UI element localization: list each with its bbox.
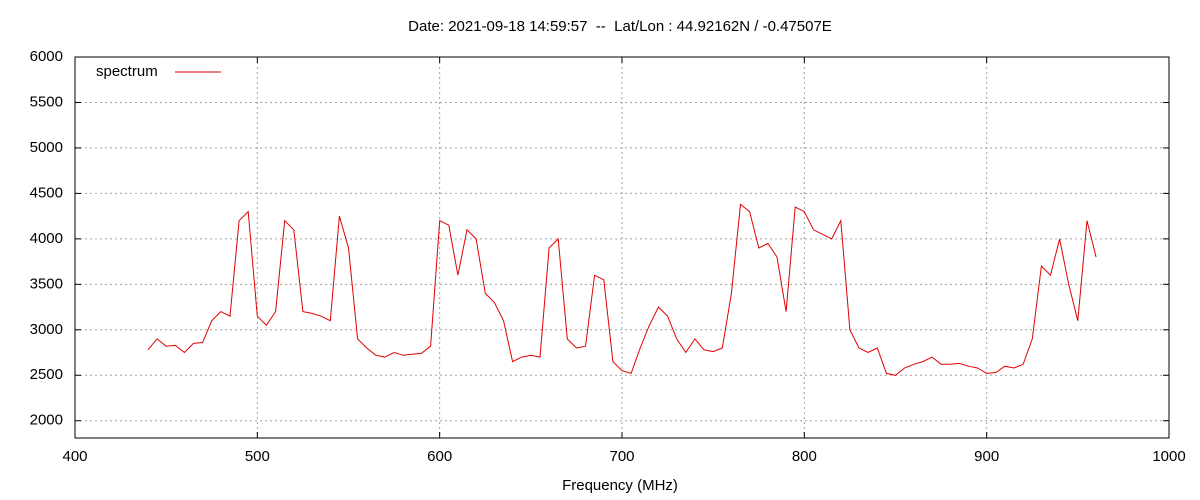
x-tick-label: 500 xyxy=(245,448,270,465)
y-tick-label: 2500 xyxy=(30,366,63,383)
y-tick-label: 5500 xyxy=(30,93,63,110)
y-tick-label: 6000 xyxy=(30,48,63,65)
y-tick-label: 5000 xyxy=(30,139,63,156)
chart-title: Date: 2021-09-18 14:59:57 -- Lat/Lon : 4… xyxy=(408,18,832,35)
y-tick-label: 3000 xyxy=(30,321,63,338)
x-tick-label: 900 xyxy=(974,448,999,465)
y-tick-label: 3500 xyxy=(30,275,63,292)
x-axis-label: Frequency (MHz) xyxy=(562,477,678,494)
y-tick-label: 4000 xyxy=(30,230,63,247)
x-tick-label: 700 xyxy=(609,448,634,465)
x-tick-label: 400 xyxy=(62,448,87,465)
y-tick-label: 2000 xyxy=(30,412,63,429)
x-tick-label: 1000 xyxy=(1152,448,1185,465)
spectrum-line xyxy=(147,203,1097,376)
y-tick-label: 4500 xyxy=(30,184,63,201)
x-tick-label: 600 xyxy=(427,448,452,465)
legend-label: spectrum xyxy=(96,63,158,80)
x-tick-label: 800 xyxy=(792,448,817,465)
